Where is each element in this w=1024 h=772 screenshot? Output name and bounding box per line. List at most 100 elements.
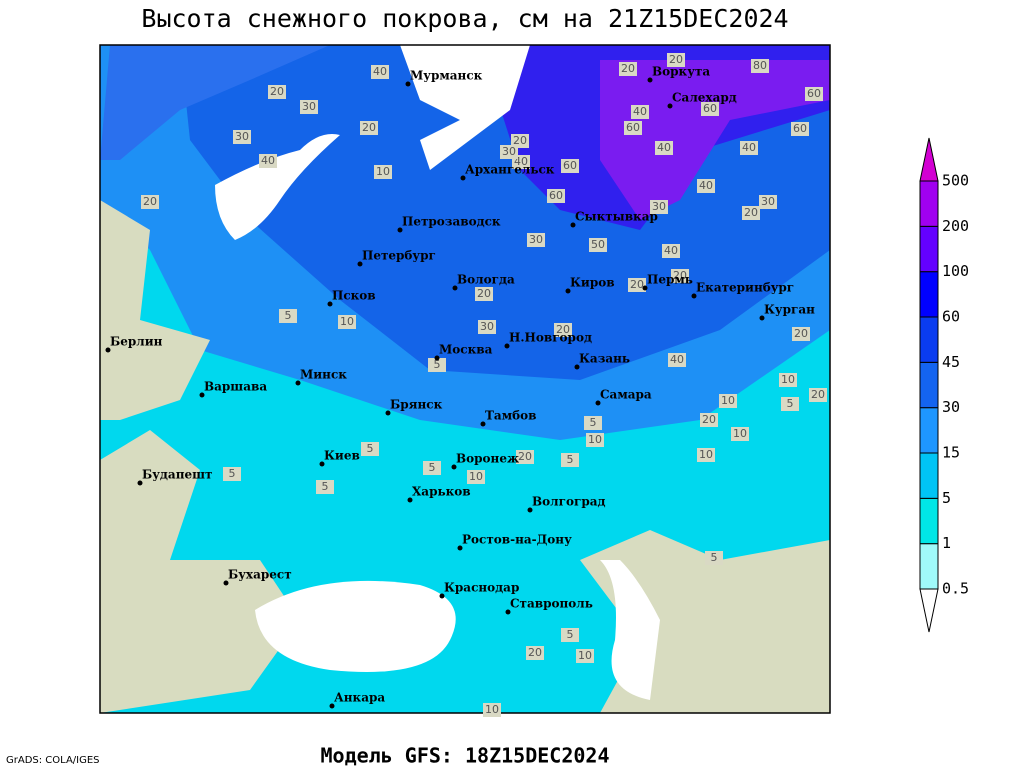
- city-dot: [759, 315, 765, 321]
- city-dot: [439, 593, 445, 599]
- city-dot: [199, 392, 205, 398]
- contour-label-box: [792, 327, 810, 341]
- colorbar-segment: [919, 407, 939, 454]
- contour-label: 40: [699, 179, 713, 192]
- city-dot: [385, 410, 391, 416]
- contour-label-box: [300, 100, 318, 114]
- contour-label: 5: [787, 397, 794, 410]
- city-dot: [574, 364, 580, 370]
- colorbar-label: 45: [942, 353, 960, 371]
- contour-label: 30: [480, 320, 494, 333]
- contour-label-box: [500, 145, 518, 159]
- colorbar-segment: [919, 452, 939, 499]
- contour-label-box: [650, 200, 668, 214]
- contour-label: 20: [669, 53, 683, 66]
- contour-label-box: [478, 320, 496, 334]
- contour-label: 10: [588, 433, 602, 446]
- contour-label-box: [624, 121, 642, 135]
- city-label: Сыктывкар: [575, 210, 658, 224]
- contour-label-box: [781, 397, 799, 411]
- city-label: Волгоград: [532, 495, 605, 509]
- contour-label-box: [697, 179, 715, 193]
- city-dot: [397, 227, 403, 233]
- city-dot: [451, 464, 457, 470]
- contour-label-box: [526, 646, 544, 660]
- contour-label: 60: [549, 189, 563, 202]
- caspian-sea: [600, 560, 660, 700]
- contour-label-box: [586, 433, 604, 447]
- colorbar-label: 15: [942, 444, 960, 462]
- city-label: Бухарест: [228, 568, 292, 582]
- colorbar-segment: [919, 271, 939, 318]
- contour-label-box: [742, 206, 760, 220]
- city-dot: [105, 347, 111, 353]
- contour-label: 20: [673, 269, 687, 282]
- city-label: Петербург: [362, 249, 436, 263]
- contour-label-box: [668, 353, 686, 367]
- city-label: Минск: [300, 368, 347, 382]
- city-label: Ставрополь: [510, 597, 593, 611]
- city-dot: [329, 703, 335, 709]
- contour-label: 10: [781, 373, 795, 386]
- contour-label-box: [751, 59, 769, 73]
- city-label: Н.Новгород: [509, 331, 592, 345]
- map-frame: [99, 44, 831, 714]
- contour-label-box: [371, 65, 389, 79]
- contour-label: 30: [235, 130, 249, 143]
- contour-label-box: [655, 141, 673, 155]
- city-dot: [642, 285, 648, 291]
- contour-label: 10: [733, 427, 747, 440]
- city-label: Москва: [439, 343, 493, 357]
- city-dot: [407, 497, 413, 503]
- city-label: Воркута: [652, 65, 710, 79]
- contour-label-box: [589, 238, 607, 252]
- contour-label-box: [233, 130, 251, 144]
- snow-100: [600, 60, 830, 220]
- contour-label: 10: [578, 649, 592, 662]
- city-dot: [595, 400, 601, 406]
- contour-label: 5: [567, 628, 574, 641]
- city-label: Харьков: [412, 485, 471, 499]
- contour-label-box: [467, 470, 485, 484]
- city-label: Архангельск: [465, 163, 555, 177]
- city-label: Берлин: [110, 335, 163, 349]
- footer: Модель GFS: 18Z15DEC2024: [321, 744, 610, 768]
- city-dot: [357, 261, 363, 267]
- colorbar-segment: [919, 180, 939, 227]
- city-dot: [527, 507, 533, 513]
- city-dot: [295, 380, 301, 386]
- contour-label-box: [697, 448, 715, 462]
- contour-label: 60: [626, 121, 640, 134]
- contour-label-box: [631, 105, 649, 119]
- contour-label: 40: [633, 105, 647, 118]
- colorbar-segment: [919, 543, 939, 590]
- contour-label: 5: [367, 442, 374, 455]
- city-dot: [667, 103, 673, 109]
- contour-label: 40: [742, 141, 756, 154]
- white-sea: [400, 45, 530, 170]
- city-dot: [405, 81, 411, 87]
- city-label: Киев: [324, 449, 360, 463]
- contour-label-box: [547, 189, 565, 203]
- contour-label: 10: [699, 448, 713, 461]
- contour-label-box: [423, 461, 441, 475]
- contour-label-box: [759, 195, 777, 209]
- city-dot: [504, 343, 510, 349]
- contour-label: 20: [270, 85, 284, 98]
- colorbar-label: 5: [942, 489, 951, 507]
- contour-label-box: [719, 394, 737, 408]
- city-dot: [565, 288, 571, 294]
- contour-label: 30: [502, 145, 516, 158]
- colorbar-label: 60: [942, 308, 960, 326]
- baltic-sea: [215, 134, 340, 240]
- contour-label: 20: [518, 450, 532, 463]
- contour-label: 30: [652, 200, 666, 213]
- contour-label-box: [561, 628, 579, 642]
- contour-label-box: [527, 233, 545, 247]
- contour-label-box: [141, 195, 159, 209]
- contour-label: 5: [229, 467, 236, 480]
- city-dot: [452, 285, 458, 291]
- contour-label-box: [259, 154, 277, 168]
- contour-label: 10: [469, 470, 483, 483]
